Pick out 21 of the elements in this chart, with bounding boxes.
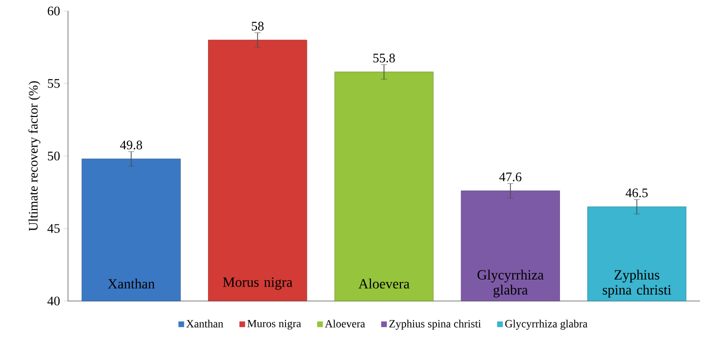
- x-tick-label: Xanthan: [108, 278, 155, 289]
- y-tick-label: 40: [47, 296, 60, 306]
- data-label: 58: [252, 22, 264, 31]
- y-tick-label: 60: [48, 6, 60, 16]
- x-tick-label: Morus nigra: [223, 277, 292, 290]
- legend-label: Muros nigra: [247, 320, 302, 330]
- x-tick-label: Glycyrrhiza glabra: [478, 270, 544, 298]
- data-label: 47.6: [499, 172, 522, 182]
- x-tick-label: Aloevera: [358, 278, 410, 289]
- y-axis-title: Ultimate recovery factor (%): [28, 81, 40, 231]
- y-tick-label: 50: [48, 152, 60, 160]
- legend-label: Zyphius spina christi: [389, 320, 481, 330]
- y-tick-label: 55: [48, 79, 60, 88]
- legend-label: Glycyrrhiza glabra: [505, 320, 588, 330]
- data-label: 46.5: [626, 188, 648, 198]
- legend-label: Xanthan: [186, 320, 224, 328]
- data-label: 55.8: [373, 54, 395, 62]
- y-tick-label: 45: [47, 224, 60, 233]
- x-tick-label: Zyphius spina christi: [602, 270, 672, 298]
- data-label: 49.8: [120, 140, 142, 150]
- legend-label: Aloevera: [324, 320, 366, 328]
